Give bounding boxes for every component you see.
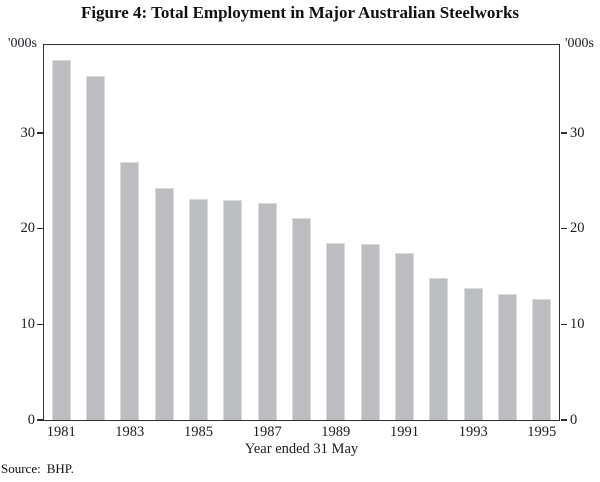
- x-tick-label-1985: 1985: [184, 424, 213, 440]
- left-tick-label-0: 0: [27, 411, 35, 428]
- bar-1989: [326, 243, 346, 420]
- right-tick-label-0: 0: [570, 411, 578, 428]
- x-tick-label-1981: 1981: [46, 424, 76, 440]
- source-value: BHP.: [46, 461, 74, 476]
- bar-1988: [292, 218, 311, 420]
- bar-1986: [223, 200, 243, 420]
- x-tick-label-1995: 1995: [527, 424, 557, 440]
- left-tick-label-10: 10: [20, 315, 36, 332]
- bar-1990: [360, 244, 380, 420]
- bar-1981: [51, 60, 71, 420]
- left-tick-20: [36, 227, 43, 230]
- right-tick-0: [560, 419, 567, 421]
- source-label: Source:: [1, 461, 41, 476]
- right-tick-30: [560, 132, 567, 134]
- right-tick-20: [560, 227, 567, 230]
- bar-1991: [395, 252, 414, 420]
- left-axis-unit-label: '000s: [8, 36, 37, 51]
- bar-1983: [120, 161, 140, 420]
- right-axis-unit-label: '000s: [565, 36, 594, 51]
- left-tick-30: [36, 132, 43, 134]
- right-tick-label-20: 20: [570, 220, 585, 237]
- right-tick-label-10: 10: [570, 315, 585, 332]
- left-tick-label-30: 30: [20, 124, 36, 141]
- bar-1992: [429, 277, 449, 420]
- x-tick-label-1989: 1989: [321, 424, 351, 440]
- bar-1995: [532, 298, 552, 420]
- bar-1987: [257, 202, 277, 420]
- right-tick-10: [560, 323, 567, 326]
- chart-title: Figure 4: Total Employment in Major Aust…: [80, 3, 520, 22]
- x-tick-label-1983: 1983: [115, 424, 145, 440]
- bar-1994: [498, 293, 517, 420]
- x-tick-label-1993: 1993: [458, 424, 488, 440]
- x-tick-label-1987: 1987: [252, 424, 282, 440]
- left-tick-label-20: 20: [20, 220, 36, 237]
- left-tick-10: [36, 323, 43, 326]
- bar-1993: [463, 288, 483, 420]
- plot-area: 0 0 10 10 20 20 30 30 1981 1983 1985 1987 1989 1991 19…: [21, 44, 585, 440]
- left-tick-0: [36, 419, 43, 421]
- bar-1982: [86, 75, 105, 420]
- source-note: Source: BHP.: [1, 461, 74, 477]
- x-axis-title: Year ended 31 May: [244, 441, 359, 457]
- x-tick-label-1991: 1991: [390, 424, 419, 440]
- right-tick-label-30: 30: [570, 124, 585, 141]
- bar-1985: [189, 199, 208, 420]
- bar-1984: [154, 187, 174, 420]
